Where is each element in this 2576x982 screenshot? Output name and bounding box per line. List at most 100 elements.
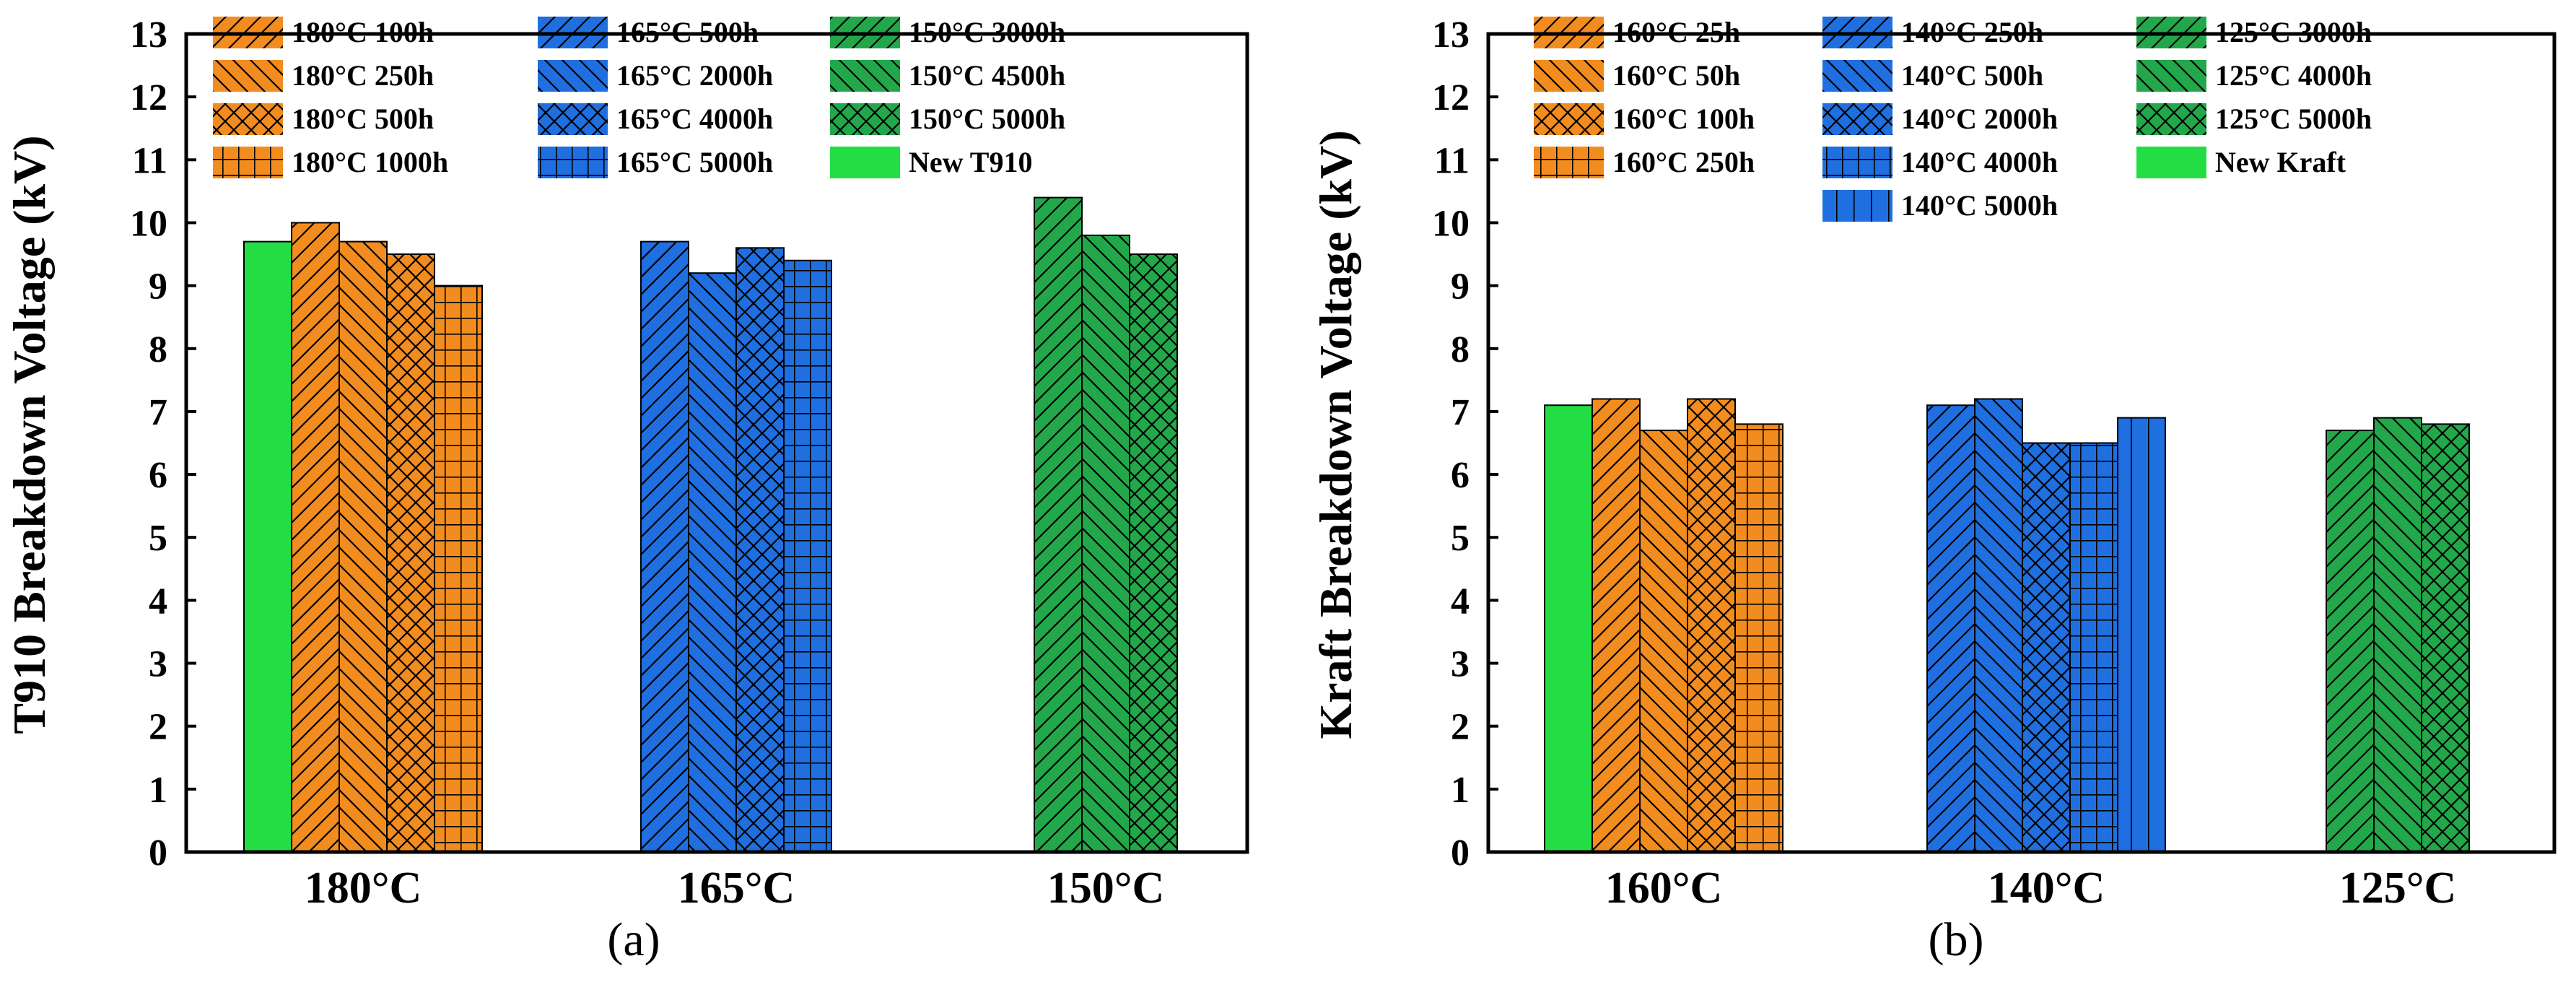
bar-125-c-5000h <box>2421 423 2470 853</box>
legend-label: 140°C 4000h <box>1901 146 2058 178</box>
legend-swatch <box>1534 103 1604 135</box>
legend-label: 180°C 250h <box>292 59 434 92</box>
category-label: 165°C <box>678 864 795 913</box>
legend-swatch <box>538 103 608 135</box>
panel-a-bars <box>243 196 1178 853</box>
y-tick-label: 3 <box>149 644 167 685</box>
legend-swatch <box>538 60 608 92</box>
y-tick-label: 5 <box>1451 518 1470 559</box>
bar-new-kraft <box>1544 404 1593 853</box>
bar-160-c-100h <box>1687 398 1736 853</box>
legend-swatch <box>2136 147 2206 178</box>
legend-swatch <box>2136 103 2206 135</box>
category-label: 125°C <box>2339 864 2457 913</box>
y-tick-label: 12 <box>130 77 167 118</box>
legend-label: 165°C 5000h <box>616 146 773 178</box>
bar-150-c-4500h <box>1081 234 1130 853</box>
panel-a-caption: (a) <box>607 913 660 966</box>
legend-label: 150°C 4500h <box>909 59 1065 92</box>
bar-140-c-4000h <box>2069 442 2118 853</box>
panel-b-y-axis-label: Kraft Breakdown Voltage (kV) <box>1310 130 1361 739</box>
y-tick-label: 0 <box>149 833 167 874</box>
legend-swatch <box>830 60 900 92</box>
legend-label: 140°C 2000h <box>1901 103 2058 135</box>
legend-swatch <box>2136 60 2206 92</box>
bar-165-c-4000h <box>735 247 785 853</box>
panel-b-plot-frame <box>1486 32 2557 854</box>
legend-swatch <box>213 60 283 92</box>
legend-swatch <box>1822 190 1892 222</box>
legend-label: 125°C 5000h <box>2215 103 2372 135</box>
legend-swatch <box>1822 103 1892 135</box>
legend-label: 150°C 5000h <box>909 103 1065 135</box>
legend-label: 140°C 5000h <box>1901 189 2058 222</box>
y-tick-label: 6 <box>149 455 167 496</box>
legend-swatch <box>1822 60 1892 92</box>
y-tick-label: 6 <box>1451 455 1470 496</box>
bar-180-c-250h <box>339 240 388 853</box>
legend-swatch <box>830 147 900 178</box>
legend-swatch <box>1534 60 1604 92</box>
category-label: 140°C <box>1988 864 2105 913</box>
panel-a-t910-chart: T910 Breakdown Voltage (kV) 012345678910… <box>4 14 1249 966</box>
bar-140-c-250h <box>1926 404 1975 853</box>
y-tick-label: 5 <box>149 518 167 559</box>
panel-b-bars <box>1544 398 2470 853</box>
legend-label: 125°C 4000h <box>2215 59 2372 92</box>
y-tick-label: 7 <box>149 392 167 433</box>
bar-180-c-100h <box>291 222 340 853</box>
bar-180-c-1000h <box>434 284 483 853</box>
legend-label: 160°C 50h <box>1612 59 1740 92</box>
y-tick-label: 4 <box>1451 581 1470 622</box>
y-tick-label: 2 <box>149 707 167 748</box>
y-tick-label: 9 <box>1451 266 1470 308</box>
panel-b-category-labels: 160°C 140°C 125°C <box>1605 864 2457 913</box>
y-tick-label: 1 <box>1451 770 1470 811</box>
y-tick-label: 11 <box>1434 140 1470 181</box>
panel-a-y-axis-label: T910 Breakdown Voltage (kV) <box>4 135 55 734</box>
bar-160-c-50h <box>1639 430 1688 853</box>
panel-a-category-labels: 180°C 165°C 150°C <box>305 864 1165 913</box>
legend-label: 140°C 500h <box>1901 59 2043 92</box>
bar-160-c-250h <box>1734 423 1783 853</box>
y-tick-label: 1 <box>149 770 167 811</box>
legend-label: 180°C 1000h <box>292 146 448 178</box>
bar-180-c-500h <box>386 253 435 853</box>
y-tick-label: 0 <box>1451 833 1470 874</box>
legend-swatch <box>1534 147 1604 178</box>
bar-140-c-500h <box>1974 398 2023 853</box>
legend-swatch <box>213 103 283 135</box>
bar-new-t910 <box>243 240 292 853</box>
panel-a-plot-frame <box>184 32 1249 854</box>
legend-label: New Kraft <box>2215 146 2346 178</box>
bar-140-c-5000h <box>2117 417 2166 853</box>
legend-label: 160°C 250h <box>1612 146 1755 178</box>
legend-label: 165°C 4000h <box>616 103 773 135</box>
bar-165-c-5000h <box>783 259 832 853</box>
y-tick-label: 13 <box>130 14 167 56</box>
y-tick-label: 11 <box>132 140 167 181</box>
y-tick-label: 7 <box>1451 392 1470 433</box>
bar-125-c-4000h <box>2373 417 2422 853</box>
legend-swatch <box>538 147 608 178</box>
legend-label: 165°C 2000h <box>616 59 773 92</box>
y-tick-label: 4 <box>149 581 167 622</box>
y-tick-label: 13 <box>1432 14 1470 56</box>
panel-b-caption: (b) <box>1929 913 1984 966</box>
bar-165-c-2000h <box>688 272 737 853</box>
y-tick-label: 8 <box>1451 329 1470 370</box>
y-tick-label: 12 <box>1432 77 1470 118</box>
legend-label: 180°C 500h <box>292 103 434 135</box>
y-tick-label: 10 <box>130 203 167 244</box>
category-label: 150°C <box>1047 864 1165 913</box>
bar-150-c-5000h <box>1129 253 1178 853</box>
category-label: 180°C <box>305 864 422 913</box>
y-tick-label: 8 <box>149 329 167 370</box>
legend-swatch <box>213 147 283 178</box>
legend-swatch <box>830 103 900 135</box>
bar-125-c-3000h <box>2326 430 2375 853</box>
